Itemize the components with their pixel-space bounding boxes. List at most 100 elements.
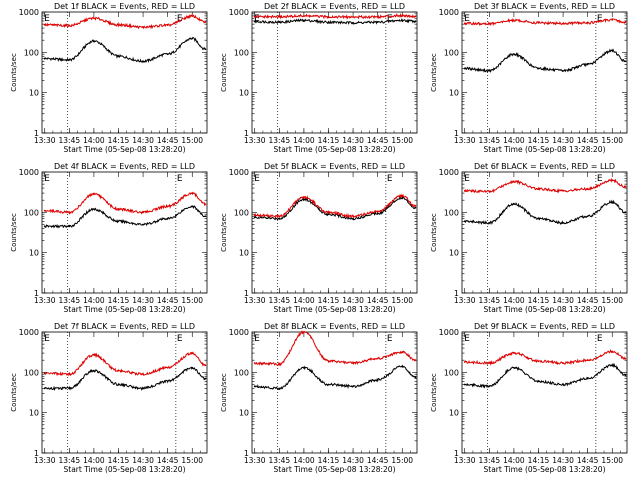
x-tick-label: 14:30 xyxy=(342,456,364,465)
panel-title: Det 9f BLACK = Events, RED = LLD xyxy=(474,322,615,331)
x-tick-label: 14:00 xyxy=(503,456,525,465)
x-tick-label: 14:15 xyxy=(528,136,550,145)
y-axis-label: Counts/sec xyxy=(10,373,18,412)
y-tick-label: 1 xyxy=(454,289,459,298)
x-tick-label: 14:45 xyxy=(367,296,389,305)
x-axis-label: Start Time (05-Sep-08 13:28:20) xyxy=(484,145,606,154)
data-point-lld xyxy=(204,364,207,367)
y-tick-label: 1 xyxy=(454,449,459,458)
event-marker-label: E xyxy=(44,334,50,344)
event-marker-label: E xyxy=(387,174,393,184)
data-point-events xyxy=(513,53,515,56)
y-axis-label: Counts/sec xyxy=(220,373,228,412)
x-tick-label: 13:30 xyxy=(454,296,476,305)
x-tick-label: 14:45 xyxy=(157,456,179,465)
y-tick-label: 1 xyxy=(34,289,39,298)
data-point-lld xyxy=(537,188,540,190)
x-tick-label: 13:45 xyxy=(59,136,81,145)
y-tick-label: 1000 xyxy=(439,8,459,17)
data-point-events xyxy=(142,223,144,226)
data-point-lld xyxy=(624,21,627,24)
data-point-lld xyxy=(166,205,169,208)
event-marker-label: E xyxy=(254,14,260,24)
y-tick-label: 10 xyxy=(239,409,249,418)
y-tick-label: 10 xyxy=(449,409,459,418)
data-point-lld xyxy=(401,194,404,197)
x-axis-label: Start Time (05-Sep-08 13:28:20) xyxy=(274,145,396,154)
x-tick-label: 13:30 xyxy=(244,136,266,145)
x-tick-label: 13:30 xyxy=(34,136,56,145)
y-tick-label: 100 xyxy=(444,368,459,377)
data-point-lld xyxy=(586,359,589,362)
plot-frame xyxy=(41,11,208,134)
x-tick-label: 13:45 xyxy=(59,296,81,305)
event-marker-label: E xyxy=(177,174,183,184)
panel-det-3: Det 3f BLACK = Events, RED = LLD 1 10 100 10… xyxy=(430,2,628,154)
data-point-lld xyxy=(352,16,354,18)
x-tick-label: 14:15 xyxy=(528,456,550,465)
y-axis-label: Counts/sec xyxy=(10,213,18,252)
y-axis-label: Counts/sec xyxy=(220,53,228,92)
data-point-events xyxy=(93,208,95,211)
x-tick-label: 14:30 xyxy=(342,296,364,305)
data-point-lld xyxy=(117,208,120,211)
data-point-lld xyxy=(142,373,144,376)
x-tick-label: 14:45 xyxy=(577,296,599,305)
data-point-events xyxy=(93,40,95,42)
data-point-lld xyxy=(352,362,354,364)
data-point-lld xyxy=(624,357,627,360)
data-point-lld xyxy=(562,22,564,25)
x-tick-label: 14:30 xyxy=(552,136,574,145)
data-point-lld xyxy=(376,210,379,213)
data-point-events xyxy=(414,206,417,209)
event-marker-label: E xyxy=(177,14,183,24)
plot-frame xyxy=(251,171,418,294)
data-point-events xyxy=(562,383,564,386)
x-tick-label: 13:30 xyxy=(244,456,266,465)
series-line-events xyxy=(254,195,416,221)
x-tick-label: 15:00 xyxy=(601,296,623,305)
data-point-events xyxy=(68,58,71,61)
data-point-lld xyxy=(488,190,491,193)
x-tick-label: 14:15 xyxy=(318,296,340,305)
x-tick-label: 15:00 xyxy=(601,136,623,145)
data-point-events xyxy=(327,213,330,216)
x-axis-label: Start Time (05-Sep-08 13:28:20) xyxy=(64,145,186,154)
y-tick-label: 100 xyxy=(24,48,39,57)
plot-frame xyxy=(461,171,628,294)
event-marker-label: E xyxy=(44,174,50,184)
data-point-events xyxy=(191,37,194,40)
data-point-lld xyxy=(463,189,466,192)
x-axis-label: Start Time (05-Sep-08 13:28:20) xyxy=(274,465,396,474)
series-line-lld xyxy=(464,17,626,27)
data-point-lld xyxy=(513,180,515,183)
data-point-events xyxy=(166,380,169,383)
data-point-events xyxy=(117,220,120,223)
data-point-events xyxy=(586,215,589,218)
data-point-lld xyxy=(253,214,256,217)
data-point-events xyxy=(303,19,305,22)
data-point-events xyxy=(562,69,564,72)
event-marker-label: E xyxy=(387,334,393,344)
data-point-events xyxy=(463,383,466,386)
y-tick-label: 1 xyxy=(34,129,39,138)
x-tick-label: 15:00 xyxy=(601,456,623,465)
y-tick-label: 10 xyxy=(239,249,249,258)
x-tick-label: 14:00 xyxy=(503,136,525,145)
y-tick-label: 1000 xyxy=(19,328,39,337)
data-point-events xyxy=(117,55,120,58)
data-point-events xyxy=(562,221,564,224)
data-point-lld xyxy=(303,196,305,198)
y-tick-label: 1 xyxy=(244,289,249,298)
x-tick-label: 13:45 xyxy=(59,456,81,465)
y-tick-label: 1000 xyxy=(19,168,39,177)
data-point-events xyxy=(68,225,71,228)
x-tick-label: 14:00 xyxy=(83,296,105,305)
data-point-events xyxy=(191,366,194,369)
data-point-lld xyxy=(278,215,281,218)
y-tick-label: 100 xyxy=(444,208,459,217)
panel-det-5: Det 5f BLACK = Events, RED = LLD 1 10 100 10… xyxy=(220,162,418,314)
data-point-lld xyxy=(611,350,614,353)
data-point-lld xyxy=(562,362,564,364)
x-tick-label: 13:30 xyxy=(34,296,56,305)
